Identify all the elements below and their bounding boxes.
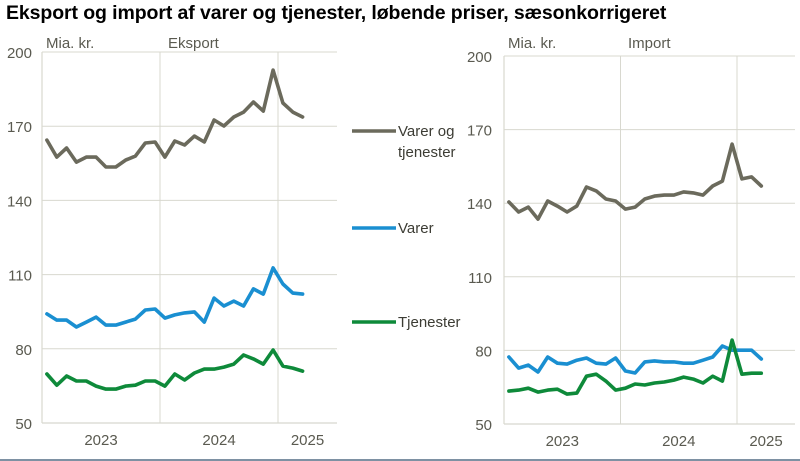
y-tick-label: 140 — [467, 196, 492, 213]
x-tick-label: 2023 — [546, 433, 579, 450]
series-line-tjenester — [507, 338, 764, 396]
x-tick-label: 2025 — [749, 433, 782, 450]
y-axis-unit-label: Mia. kr. — [508, 35, 556, 52]
y-tick-label: 50 — [15, 416, 32, 433]
series-line-total — [45, 68, 305, 169]
legend-label-total: tjenester — [398, 144, 456, 161]
chart-title: Eksport og import af varer og tjenester,… — [6, 2, 667, 24]
x-tick-label: 2025 — [291, 432, 324, 449]
panel-title: Import — [628, 35, 671, 52]
y-tick-label: 170 — [7, 119, 32, 136]
y-tick-label: 200 — [467, 49, 492, 66]
y-tick-label: 80 — [475, 343, 492, 360]
y-tick-label: 50 — [475, 417, 492, 434]
legend-label-tjenester: Tjenester — [398, 314, 461, 331]
panel-title: Eksport — [168, 35, 220, 52]
legend-label-total: Varer og — [398, 123, 454, 140]
y-tick-label: 110 — [468, 270, 492, 287]
series-line-tjenester — [45, 348, 305, 391]
series-line-total — [507, 142, 764, 221]
y-axis-unit-label: Mia. kr. — [46, 35, 94, 52]
y-tick-label: 170 — [467, 123, 492, 140]
y-tick-label: 110 — [8, 268, 32, 285]
series-line-varer — [507, 344, 764, 375]
legend-label-varer: Varer — [398, 220, 434, 237]
y-tick-label: 80 — [15, 342, 32, 359]
import-panel: 50 80 110 140 170 200 2023 2024 2025 Mia. kr. Impo… — [467, 35, 795, 450]
y-tick-label: 140 — [7, 193, 32, 210]
y-tick-label: 200 — [7, 45, 32, 62]
x-tick-label: 2023 — [84, 432, 117, 449]
x-tick-label: 2024 — [202, 432, 235, 449]
bottom-rule — [0, 459, 800, 461]
legend: Varer og tjenester Varer Tjenester — [352, 123, 461, 331]
series-line-varer — [45, 266, 305, 329]
export-panel: 50 80 110 140 170 200 2023 2024 2025 Mia. kr. Eksp… — [7, 35, 337, 449]
x-tick-label: 2024 — [662, 433, 695, 450]
